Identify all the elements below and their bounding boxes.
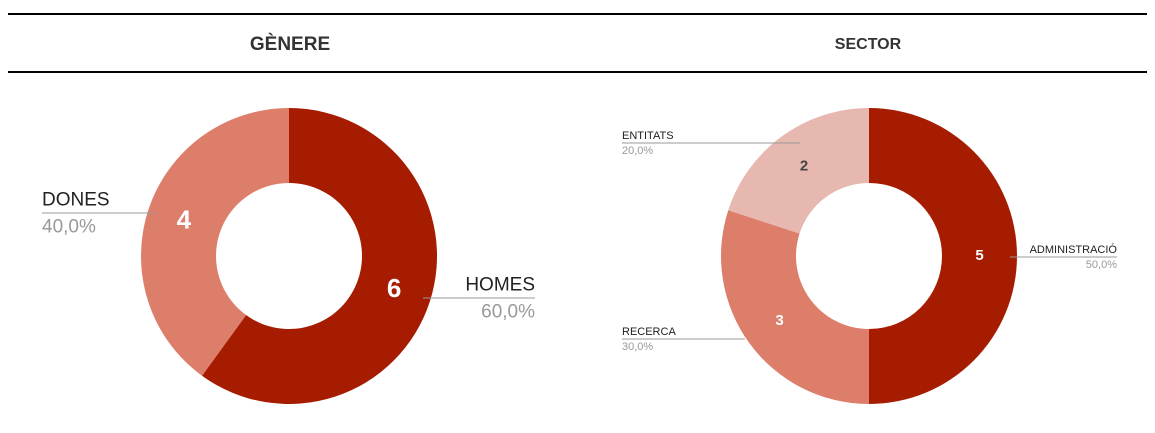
chart-title: SECTOR (835, 36, 902, 53)
slice-percent-label: 30,0% (622, 341, 653, 353)
slice-category-label: ENTITATS (622, 130, 674, 142)
slice-value-label: 4 (177, 205, 192, 235)
slice-category-label: RECERCA (622, 326, 676, 338)
slice-value-label: 2 (800, 158, 808, 175)
slice-percent-label: 20,0% (622, 145, 653, 157)
chart-title: GÈNERE (250, 33, 330, 55)
slice-value-label: 6 (387, 273, 401, 303)
donut-slice (728, 108, 869, 234)
slice-value-label: 3 (775, 312, 783, 329)
slice-category-label: HOMES (465, 275, 535, 296)
slice-category-label: ADMINISTRACIÓ (1030, 243, 1118, 256)
slice-value-label: 5 (975, 247, 983, 264)
donut-slice (721, 210, 869, 404)
slice-percent-label: 50,0% (1086, 259, 1117, 271)
slice-category-label: DONES (42, 190, 110, 211)
donut-slice (202, 108, 438, 404)
slice-percent-label: 40,0% (42, 216, 96, 237)
slice-percent-label: 60,0% (481, 301, 535, 322)
donut-slice (141, 108, 289, 376)
donut-slice (869, 108, 1017, 404)
